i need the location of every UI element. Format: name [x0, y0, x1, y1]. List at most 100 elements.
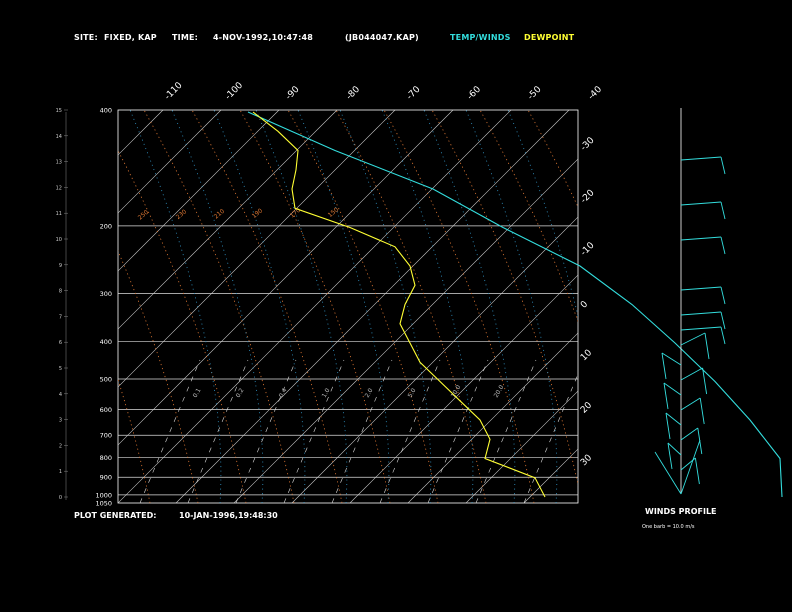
pressure-tick-label: 700 [100, 432, 112, 440]
wind-barb-flag [665, 412, 671, 440]
isotherm-right-label: 30 [579, 453, 594, 468]
mixing-ratio-line [187, 359, 249, 503]
dry-adiabat [118, 149, 247, 503]
wind-barb [680, 236, 722, 241]
mixing-ratio-line [427, 359, 489, 503]
time-value: 4-NOV-1992,10:47:48 [213, 33, 313, 42]
wind-barb [680, 326, 722, 331]
wind-barb-flag [667, 442, 673, 470]
moist-adiabat [423, 110, 516, 503]
isotherm-line [523, 448, 578, 503]
dry-adiabat [239, 110, 391, 503]
plot-generated-value: 10-JAN-1996,19:48:30 [179, 511, 278, 520]
mixing-ratio-line [379, 359, 441, 503]
dry-adiabat [143, 110, 295, 503]
winds-profile-title: WINDS PROFILE [645, 507, 717, 516]
isotherm-line [698, 110, 792, 503]
wind-barb-flag [704, 332, 710, 360]
height-tick-label: 1 [59, 469, 62, 475]
isotherm-right-label: 0 [579, 299, 590, 310]
moist-adiabat [297, 110, 390, 503]
moist-adiabat [213, 110, 306, 503]
wind-barb [661, 352, 682, 366]
dry-adiabat [431, 110, 578, 487]
pressure-tick-label: 400 [100, 338, 112, 346]
dry-adiabat [479, 110, 578, 323]
wind-barb-flag [694, 457, 700, 485]
height-tick-label: 11 [56, 211, 62, 217]
moist-adiabat [339, 110, 432, 503]
wind-barb-flag [661, 352, 667, 380]
mixing-ratio-line [331, 359, 393, 503]
mixing-ratio-label: 1.0 [321, 387, 332, 399]
dry-adiabat [118, 378, 151, 503]
moist-adiabat [255, 110, 348, 503]
site-value: FIXED, KAP [104, 33, 157, 42]
dry-adiabat [287, 110, 439, 503]
wind-barb-flag [720, 201, 726, 220]
height-tick-label: 14 [56, 134, 62, 140]
isotherm-line [118, 110, 396, 388]
pressure-tick-label: 1050 [95, 500, 112, 508]
height-tick-label: 4 [59, 392, 62, 398]
pressure-tick-label: 1000 [95, 491, 112, 499]
time-label: TIME: [172, 33, 199, 42]
mixing-ratio-label: 0.4 [278, 387, 289, 399]
isotherm-line [0, 110, 47, 503]
dry-adiabat [191, 110, 343, 503]
isotherm-line [233, 158, 578, 503]
theta-label: 190 [251, 207, 264, 220]
isotherm-line [118, 110, 280, 272]
temp-legend: TEMP/WINDS [450, 33, 511, 42]
isotherm-top-label: -50 [526, 84, 544, 102]
height-tick-label: 3 [59, 418, 62, 424]
height-tick-label: 12 [56, 185, 62, 191]
pressure-tick-label: 600 [100, 406, 112, 414]
moist-adiabat [465, 110, 558, 503]
isotherm-line [118, 110, 222, 214]
plot-generated-label: PLOT GENERATED: [74, 511, 157, 520]
pressure-tick-label: 500 [100, 375, 112, 383]
wind-barb [680, 311, 722, 316]
height-tick-label: 7 [59, 314, 62, 320]
mixing-ratio-label: 0.1 [192, 387, 203, 399]
pressure-tick-label: 800 [100, 454, 112, 462]
moist-adiabat [381, 110, 474, 503]
isotherm-top-label: -110 [163, 80, 185, 102]
wind-barb-flag [663, 382, 669, 410]
isotherm-line [118, 110, 454, 446]
wind-barb-flag [720, 156, 726, 175]
height-tick-label: 6 [59, 340, 62, 346]
plot-frame [117, 109, 579, 504]
dewpoint-profile [252, 111, 546, 498]
wind-barb-note: One barb = 10.0 m/s [642, 524, 695, 530]
dry-adiabat [527, 110, 578, 208]
dewpoint-legend: DEWPOINT [524, 33, 575, 42]
wind-barb-flag [720, 311, 726, 330]
mixing-ratio-line [475, 359, 537, 503]
height-tick-label: 0 [59, 495, 62, 501]
height-tick-label: 10 [56, 237, 62, 243]
height-tick-label: 15 [56, 108, 62, 114]
pressure-tick-label: 400 [100, 107, 112, 115]
mixing-ratio-line [139, 359, 201, 503]
height-tick-label: 9 [59, 263, 62, 269]
isotherm-top-label: -90 [284, 84, 302, 102]
wind-barb [663, 382, 682, 396]
theta-label: 250 [137, 209, 150, 222]
mixing-ratio-label: 0.2 [235, 387, 246, 399]
isotherm-line [582, 110, 792, 503]
isotherm-line [291, 216, 578, 503]
theta-label: 210 [213, 208, 226, 221]
theta-label: 150 [327, 206, 340, 219]
isotherm-line [756, 110, 792, 503]
height-tick-label: 13 [56, 160, 62, 166]
wind-barb [654, 451, 682, 495]
wind-barb [680, 439, 701, 495]
dry-adiabat [383, 110, 535, 503]
mixing-ratio-line [283, 359, 345, 503]
height-tick-label: 5 [59, 366, 62, 372]
wind-barb [680, 427, 699, 441]
wind-barb [665, 412, 682, 426]
